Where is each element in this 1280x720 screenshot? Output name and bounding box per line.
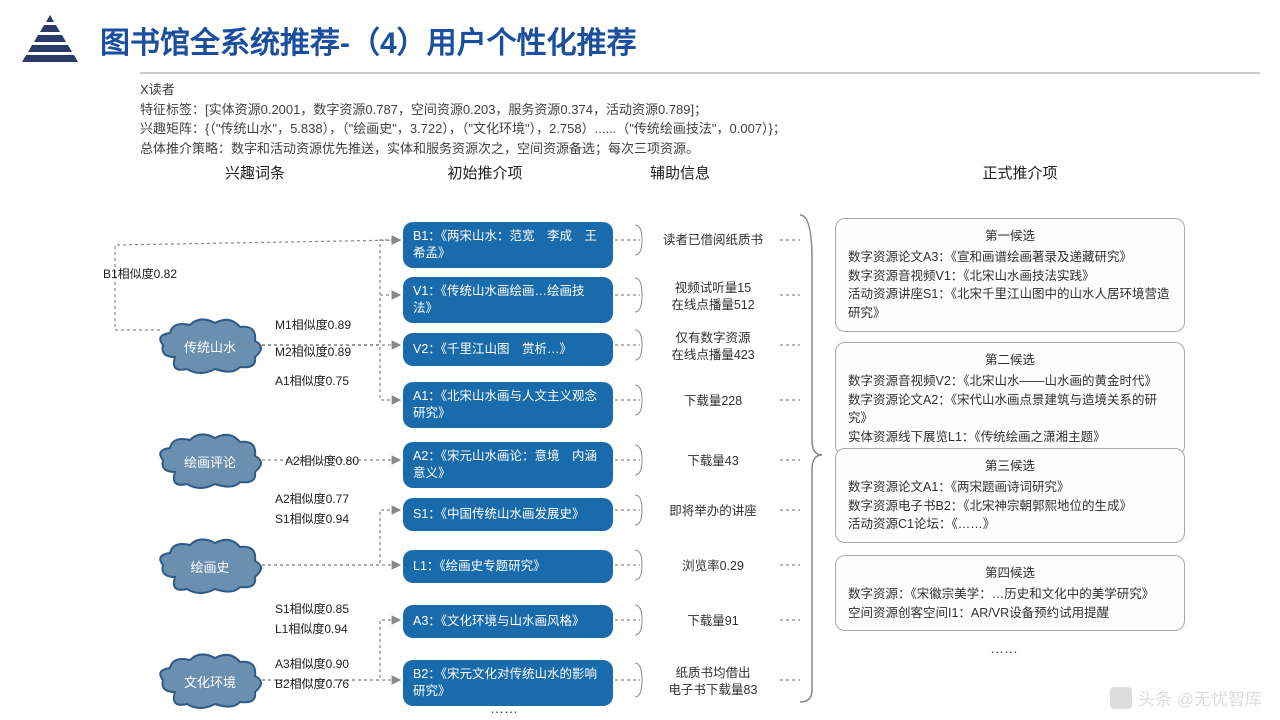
candidate-1: 第一候选 数字资源论文A3：《宣和画谱绘画著录及递藏研究》 数字资源音视频V1：… — [835, 218, 1185, 332]
sim-b1: B1相似度0.82 — [103, 265, 177, 282]
sim-b2: B2相似度0.76 — [275, 675, 349, 692]
sim-a3: A3相似度0.90 — [275, 655, 349, 672]
cloud-k3-label: 绘画史 — [190, 557, 229, 576]
candidate-3-title: 第三候选 — [848, 457, 1172, 476]
watermark-text: 头条 @无忧智库 — [1138, 685, 1262, 710]
meta-l4: 总体推介策略：数字和活动资源优先推送，实体和服务资源次之，空间资源备选；每次三项… — [140, 139, 1280, 159]
watermark: 头条 @无忧智库 — [1110, 685, 1262, 710]
aux-a2: 下载量43 — [648, 453, 778, 470]
pill-a1: A1：《北宋山水画与人文主义观念研究》 — [403, 382, 613, 428]
aux-v2: 仅有数字资源 在线点播量423 — [648, 330, 778, 364]
cloud-k4-label: 文化环境 — [184, 672, 236, 691]
aux-l1: 浏览率0.29 — [648, 558, 778, 575]
aux-a3: 下载量91 — [648, 613, 778, 630]
candidate-1-body: 数字资源论文A3：《宣和画谱绘画著录及递藏研究》 数字资源音视频V1：《北宋山水… — [848, 248, 1172, 323]
sim-m1: M1相似度0.89 — [275, 318, 351, 332]
candidate-4: 第四候选 数字资源：《宋徽宗美学：…历史和文化中的美学研究》 空间资源创客空间I… — [835, 555, 1185, 631]
cloud-painting-history: 绘画史 — [165, 545, 255, 587]
cloud-painting-review: 绘画评论 — [165, 440, 255, 482]
meta-l3: 兴趣矩阵：{（"传统山水"，5.838），（"绘画史"，3.722），（"文化环… — [140, 119, 1280, 139]
candidate-4-title: 第四候选 — [848, 564, 1172, 583]
sim-a2: A2相似度0.77 — [275, 490, 349, 507]
sim-l1: L1相似度0.94 — [275, 620, 348, 637]
col-formal: 正式推介项 — [760, 162, 1280, 183]
aux-a1: 下载量228 — [648, 393, 778, 410]
title-underline — [140, 72, 1260, 74]
col-interest: 兴趣词条 — [140, 162, 370, 183]
page-title: 图书馆全系统推荐-（4）用户个性化推荐 — [100, 18, 637, 62]
dots-right: …… — [990, 640, 1018, 656]
cloud-k1-label: 传统山水 — [184, 337, 236, 356]
candidate-2-body: 数字资源音视频V2：《北宋山水——山水画的黄金时代》 数字资源论文A2：《宋代山… — [848, 372, 1172, 447]
pill-v1: V1：《传统山水画绘画…绘画技法》 — [403, 277, 613, 323]
pill-v2: V2：《千里江山图 赏析…》 — [403, 333, 613, 366]
pill-b1: B1：《两宋山水：范宽 李成 王希孟》 — [403, 222, 613, 268]
sim-s1b: S1相似度0.85 — [275, 600, 349, 617]
aux-v1: 视频试听量15 在线点播量512 — [648, 280, 778, 314]
column-headers: 兴趣词条 初始推介项 辅助信息 正式推介项 — [0, 162, 1280, 183]
sim-a2-review: A2相似度0.80 — [285, 452, 359, 469]
pill-s1: S1：《中国传统山水画发展史》 — [403, 498, 613, 531]
cloud-cultural-env: 文化环境 — [165, 660, 255, 702]
candidate-4-body: 数字资源：《宋徽宗美学：…历史和文化中的美学研究》 空间资源创客空间I1：AR/… — [848, 585, 1172, 623]
sim-s1: S1相似度0.94 — [275, 510, 349, 527]
dots-bottom: …… — [490, 700, 518, 716]
aux-s1: 即将举办的讲座 — [648, 503, 778, 520]
cloud-k2-label: 绘画评论 — [184, 452, 236, 471]
sim-m2: M2相似度0.89 — [275, 345, 351, 359]
candidate-2-title: 第二候选 — [848, 351, 1172, 370]
pill-b2: B2：《宋元文化对传统山水的影响研究》 — [403, 660, 613, 706]
meta-l2: 特征标签：[实体资源0.2001，数字资源0.787，空间资源0.203，服务资… — [140, 100, 1280, 120]
watermark-icon — [1110, 687, 1132, 709]
meta-l1: X读者 — [140, 80, 1280, 100]
col-initial: 初始推介项 — [370, 162, 600, 183]
aux-b2: 纸质书均借出 电子书下载量83 — [648, 665, 778, 699]
pill-a3: A3：《文化环境与山水画风格》 — [403, 605, 613, 638]
pill-a2: A2：《宋元山水画论：意境 内涵 意义》 — [403, 442, 613, 488]
meta-block: X读者 特征标签：[实体资源0.2001，数字资源0.787，空间资源0.203… — [0, 80, 1280, 162]
candidate-3: 第三候选 数字资源论文A1：《两宋题画诗词研究》 数字资源电子书B2：《北宋神宗… — [835, 448, 1185, 543]
sim-a1: A1相似度0.75 — [275, 372, 349, 389]
cloud-traditional-landscape: 传统山水 — [165, 325, 255, 367]
candidate-1-title: 第一候选 — [848, 227, 1172, 246]
col-aux: 辅助信息 — [600, 162, 760, 183]
pill-l1: L1：《绘画史专题研究》 — [403, 550, 613, 583]
logo-pyramid — [20, 10, 80, 70]
aux-b1: 读者已借阅纸质书 — [648, 232, 778, 249]
candidate-3-body: 数字资源论文A1：《两宋题画诗词研究》 数字资源电子书B2：《北宋神宗朝郭熙地位… — [848, 478, 1172, 534]
candidate-2: 第二候选 数字资源音视频V2：《北宋山水——山水画的黄金时代》 数字资源论文A2… — [835, 342, 1185, 456]
